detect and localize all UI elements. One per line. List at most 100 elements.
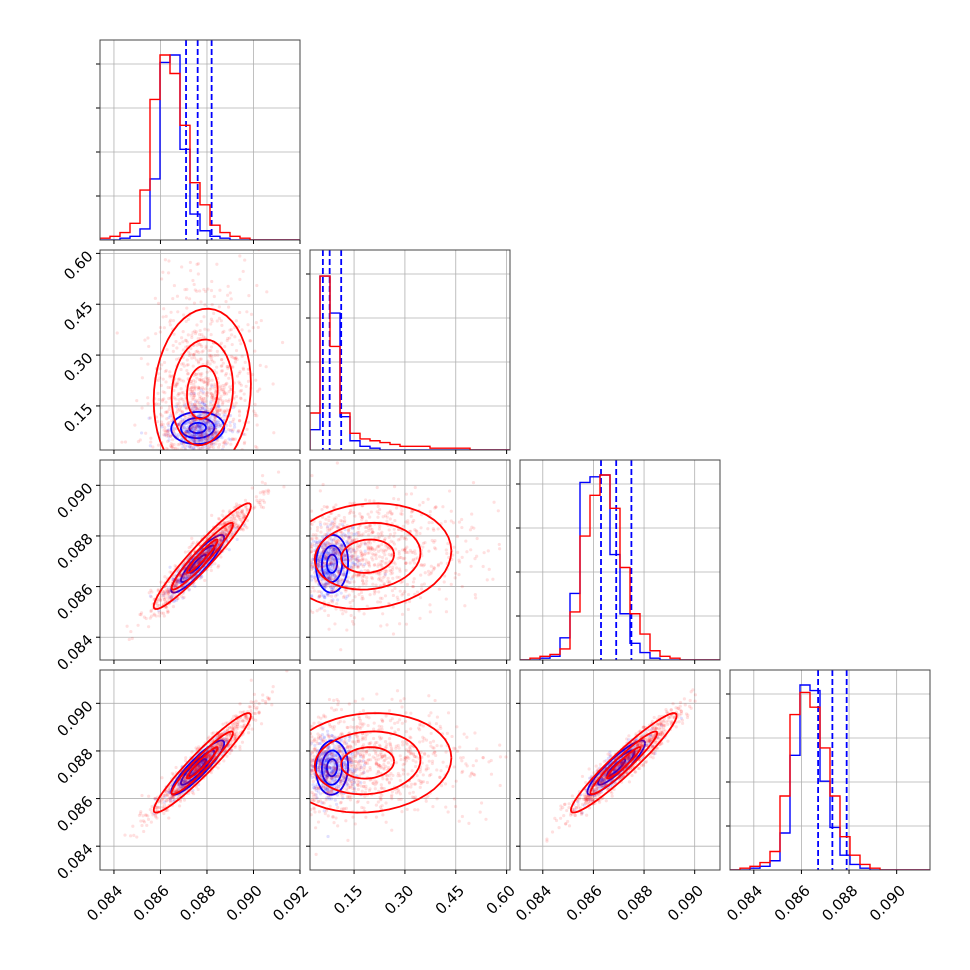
scatter-point (223, 390, 227, 394)
scatter-point (187, 556, 191, 560)
scatter-point (326, 571, 330, 575)
scatter-point (226, 284, 230, 288)
scatter-point (387, 552, 391, 557)
scatter-point (327, 576, 331, 580)
scatter-point (331, 586, 336, 590)
scatter-point (172, 396, 176, 400)
scatter-point (329, 523, 333, 527)
scatter-point (327, 542, 331, 546)
scatter-point (194, 372, 198, 377)
scatter-point (198, 425, 202, 429)
scatter-point (335, 553, 340, 557)
scatter-point (207, 546, 211, 550)
scatter-point (320, 545, 324, 550)
scatter-point (213, 382, 217, 386)
scatter-point (236, 430, 240, 434)
scatter-point (460, 585, 464, 589)
scatter-point (225, 528, 229, 533)
scatter-point (333, 549, 338, 553)
scatter-point (383, 553, 387, 557)
scatter-point (193, 406, 198, 410)
scatter-point (221, 738, 226, 742)
scatter-point (198, 386, 202, 390)
scatter-point (383, 572, 388, 576)
scatter-point (214, 431, 218, 435)
scatter-point (225, 528, 230, 532)
scatter-point (182, 779, 186, 784)
scatter-point (210, 384, 214, 388)
scatter-point (327, 562, 331, 566)
scatter-point (176, 784, 181, 788)
scatter-point (198, 426, 202, 430)
scatter-point (182, 364, 186, 368)
scatter-point (191, 408, 195, 412)
scatter-point (206, 547, 210, 552)
scatter-point (431, 568, 435, 572)
scatter-point (193, 404, 198, 408)
scatter-point (225, 525, 229, 529)
scatter-point (211, 542, 215, 546)
scatter-point (207, 429, 211, 433)
scatter-point (447, 489, 452, 493)
scatter-point (235, 514, 239, 518)
scatter-point (196, 406, 200, 410)
scatter-point (400, 612, 405, 616)
scatter-point (169, 595, 173, 600)
scatter-point (201, 335, 206, 339)
scatter-point (225, 392, 229, 396)
scatter-point (191, 278, 195, 283)
scatter-point (359, 514, 363, 519)
scatter-point (197, 559, 201, 563)
scatter-point (165, 446, 169, 450)
scatter-point (218, 746, 222, 751)
scatter-point (409, 492, 414, 496)
scatter-point (328, 528, 332, 532)
scatter-point (318, 557, 322, 561)
scatter-point (441, 505, 445, 509)
scatter-point (205, 377, 210, 381)
scatter-point (177, 377, 181, 381)
scatter-point (317, 595, 321, 599)
scatter-point (337, 571, 341, 575)
scatter-point (166, 589, 170, 593)
scatter-point (265, 290, 269, 294)
scatter-point (367, 564, 372, 568)
scatter-point (192, 397, 196, 401)
scatter-point (181, 390, 185, 394)
scatter-point (328, 554, 332, 558)
scatter-point (194, 423, 199, 427)
scatter-point (163, 391, 167, 395)
scatter-point (206, 417, 210, 421)
scatter-point (331, 521, 335, 526)
scatter-point (185, 444, 189, 448)
scatter-point (233, 360, 237, 364)
panel-frame (99, 459, 301, 661)
scatter-point (179, 594, 184, 598)
scatter-point (197, 385, 201, 390)
scatter-point (243, 715, 247, 719)
scatter-point (207, 438, 211, 442)
scatter-point (179, 405, 183, 409)
scatter-point (198, 439, 202, 443)
scatter-point (369, 546, 373, 550)
scatter-point (196, 424, 201, 428)
scatter-point (181, 444, 185, 449)
scatter-point (210, 436, 214, 440)
scatter-point (468, 528, 473, 532)
scatter-point (174, 357, 179, 361)
scatter-point (163, 410, 168, 414)
panel-2-2 (516, 459, 721, 664)
scatter-point (362, 574, 366, 578)
scatter-point (238, 511, 242, 515)
scatter-point (333, 547, 337, 551)
panel-frame (309, 459, 511, 661)
scatter-point (220, 369, 225, 373)
scatter-point (332, 551, 337, 555)
scatter-point (186, 363, 190, 367)
scatter-point (207, 353, 212, 357)
scatter-point (244, 384, 248, 389)
scatter-point (164, 380, 168, 384)
scatter-point (224, 528, 229, 532)
scatter-point (403, 548, 407, 552)
panel-frame (99, 249, 301, 451)
